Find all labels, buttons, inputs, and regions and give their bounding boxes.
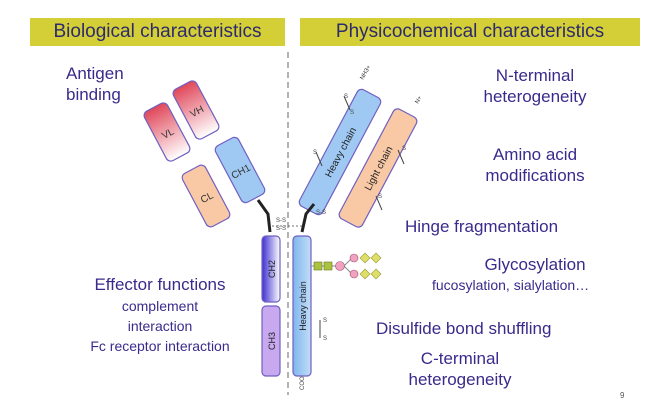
right-ss-mark-4: S: [402, 146, 406, 152]
antigen-line-1: Antigen: [66, 64, 124, 83]
right-ss-mark-2: S: [350, 110, 354, 116]
label-amino-acid: Amino acid modifications: [460, 144, 610, 187]
header-physicochemical: Physicochemical characteristics: [300, 18, 640, 46]
amino-acid-line-2: modifications: [485, 166, 585, 186]
fc-ss-mark-1: S: [323, 318, 327, 324]
hc-lc-ss-mark: S-S: [316, 210, 326, 216]
c-terminal-line-1: C-terminal: [420, 349, 500, 368]
fc-left-chain: CH2 CH3: [261, 235, 281, 377]
label-glycosylation: Glycosylation: [484, 255, 586, 274]
antigen-line-2: binding: [66, 85, 121, 105]
label-effector-functions: Effector functions: [94, 275, 226, 294]
right-hinge-line: [300, 203, 316, 233]
hinge-disulfides: S-S S-S: [272, 218, 302, 232]
coo-mark: COO: [300, 376, 306, 390]
vh-domain: [172, 80, 220, 140]
ch3-label: CH3: [267, 332, 277, 350]
page-number: 9: [620, 391, 625, 400]
label-c-terminal: C-terminal heterogeneity: [385, 348, 535, 391]
right-intrachain-ss: [315, 95, 405, 211]
left-fab-arm: VL CL VH CH1: [143, 80, 272, 233]
amino-acid-line-1: Amino acid: [492, 145, 578, 164]
cl-label: CL: [199, 190, 216, 206]
left-hinge-line: [256, 199, 272, 233]
right-ss-mark-1: S: [344, 94, 348, 100]
hinge-ss-2: S-S: [276, 226, 286, 232]
fc-ss-mark-2: S: [323, 336, 327, 342]
n-terminal-line-2: heterogeneity: [483, 87, 587, 107]
label-n-terminal: N-terminal heterogeneity: [460, 65, 610, 108]
effector-item-fc-receptor: Fc receptor interaction: [90, 338, 230, 354]
nh3-mark: NH3+: [360, 64, 373, 81]
ch3-domain: [261, 305, 281, 377]
fc-heavy-chain: [292, 235, 312, 377]
fc-right-chain: Heavy chain S S COO: [292, 235, 327, 390]
n-terminal-line-1: N-terminal: [495, 66, 575, 85]
label-hinge-fragmentation: Hinge fragmentation: [405, 217, 559, 236]
label-disulfide-shuffling: Disulfide bond shuffling: [376, 319, 552, 338]
ch1-domain: [214, 136, 266, 204]
fc-heavy-chain-label: Heavy chain: [298, 281, 308, 331]
hinge-ss-1: S-S: [276, 218, 286, 224]
effector-item-complement: complement: [121, 298, 199, 314]
right-fab-arm: Heavy chain Light chain NH3+ N+ S S S S …: [298, 64, 424, 233]
ch2-label: CH2: [267, 260, 277, 278]
right-ss-mark-3: S: [313, 150, 317, 156]
n-plus-mark: N+: [415, 95, 424, 105]
glycan-icon: [311, 252, 382, 280]
right-ss-mark-5: S: [378, 194, 382, 200]
right-light-chain: [338, 108, 418, 228]
label-antigen-binding: Antigen binding: [66, 63, 124, 106]
vl-domain: [143, 102, 191, 162]
ch2-domain: [261, 235, 281, 303]
cl-domain: [181, 164, 231, 228]
c-terminal-line-2: heterogeneity: [408, 370, 512, 390]
vl-label: VL: [160, 126, 176, 142]
header-biological: Biological characteristics: [30, 18, 285, 46]
label-glyco-sub: fucosylation, sialylation…: [432, 277, 590, 293]
effector-item-interaction: interaction: [127, 318, 193, 334]
